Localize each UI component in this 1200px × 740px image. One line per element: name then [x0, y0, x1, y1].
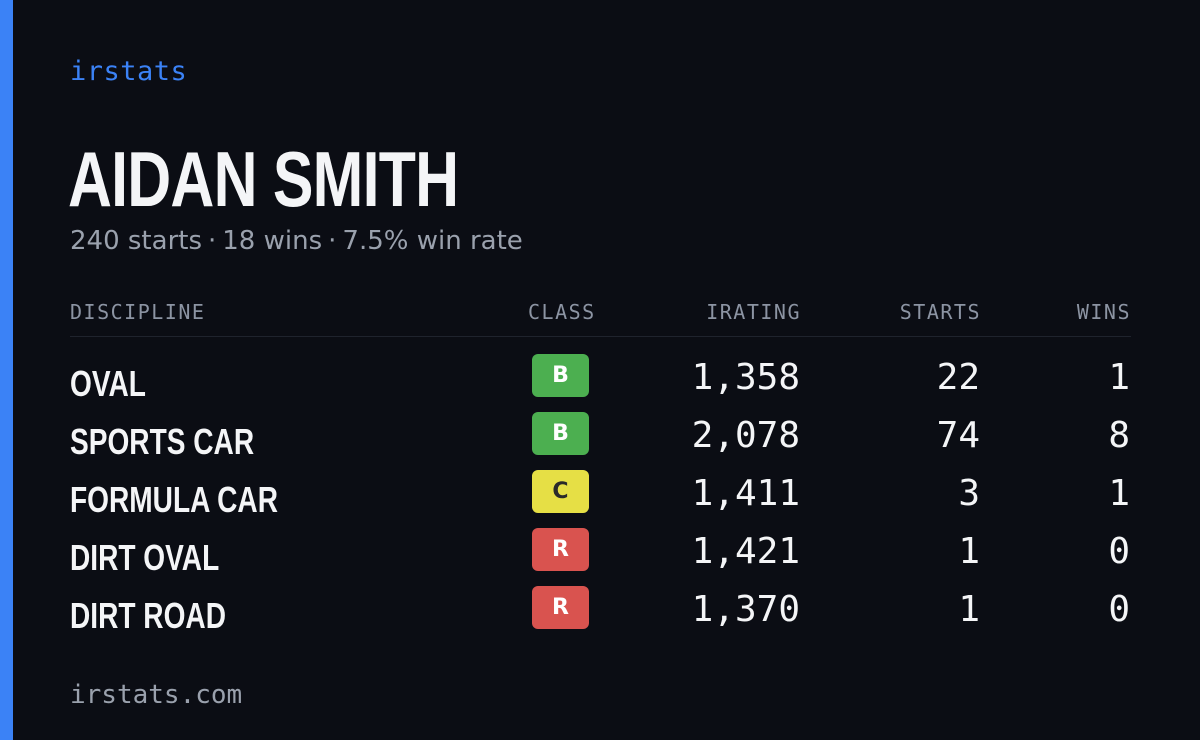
discipline-name: SPORTS CAR [70, 421, 255, 462]
discipline-table: OVAL B 1,358 22 1 SPORTS CAR B 2,078 74 … [70, 350, 1131, 640]
class-badge: R [532, 528, 589, 571]
discipline-name: DIRT ROAD [70, 595, 226, 636]
irating-value: 2,078 [691, 415, 800, 456]
starts-value: 22 [936, 357, 980, 398]
irating-value: 1,358 [691, 357, 800, 398]
header-wins: WINS [1076, 300, 1131, 324]
driver-name: AIDAN SMITH [68, 135, 459, 223]
table-row: OVAL B 1,358 22 1 [70, 350, 1131, 408]
header-class: CLASS [528, 300, 596, 324]
irating-value: 1,370 [691, 589, 800, 630]
wins-value: 0 [1108, 589, 1130, 630]
header-discipline: DISCIPLINE [70, 300, 206, 324]
class-badge: B [532, 354, 589, 397]
win-rate-summary: 7.5% win rate [342, 226, 523, 256]
class-badge: C [532, 470, 589, 513]
footer-url[interactable]: irstats.com [70, 680, 243, 710]
header-irating: IRATING [706, 300, 801, 324]
header-starts: STARTS [899, 300, 981, 324]
starts-value: 74 [936, 415, 980, 456]
brand-logo: irstats [70, 56, 188, 87]
wins-value: 1 [1108, 473, 1130, 514]
driver-summary: 240 starts · 18 wins · 7.5% win rate [70, 226, 523, 256]
class-badge: B [532, 412, 589, 455]
summary-separator: · [208, 226, 217, 256]
wins-value: 1 [1108, 357, 1130, 398]
discipline-name: DIRT OVAL [70, 537, 220, 578]
wins-summary: 18 wins [222, 226, 323, 256]
wins-value: 8 [1108, 415, 1130, 456]
starts-value: 3 [958, 473, 980, 514]
table-row: FORMULA CAR C 1,411 3 1 [70, 466, 1131, 524]
irating-value: 1,421 [691, 531, 800, 572]
accent-bar [0, 0, 13, 740]
irating-value: 1,411 [691, 473, 800, 514]
table-header: DISCIPLINE CLASS IRATING STARTS WINS [70, 298, 1131, 337]
starts-summary: 240 starts [70, 226, 202, 256]
starts-value: 1 [958, 531, 980, 572]
table-row: DIRT OVAL R 1,421 1 0 [70, 524, 1131, 582]
table-row: SPORTS CAR B 2,078 74 8 [70, 408, 1131, 466]
table-row: DIRT ROAD R 1,370 1 0 [70, 582, 1131, 640]
discipline-name: OVAL [70, 363, 146, 404]
wins-value: 0 [1108, 531, 1130, 572]
class-badge: R [532, 586, 589, 629]
discipline-name: FORMULA CAR [70, 479, 278, 520]
summary-separator: · [328, 226, 337, 256]
starts-value: 1 [958, 589, 980, 630]
